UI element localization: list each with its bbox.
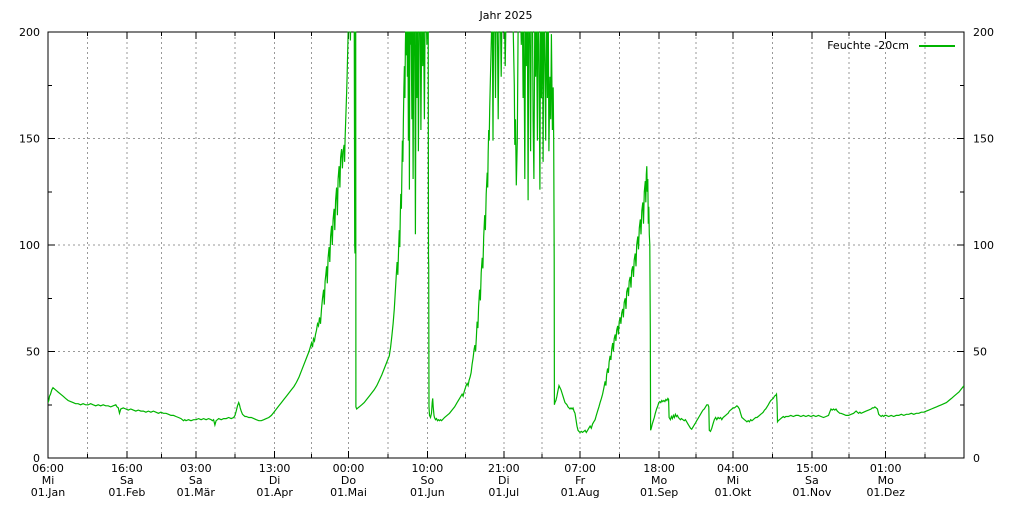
plot-border [47,31,965,459]
x-tick-label-date: 01.Jul [488,486,519,499]
x-tick-label-weekday: Mi [42,474,55,487]
x-tick-label-weekday: Sa [189,474,203,487]
x-tick-label-time: 03:00 [180,462,212,475]
gridlines [48,32,964,458]
x-tick-label-time: 06:00 [32,462,64,475]
x-tick-label-weekday: Di [269,474,281,487]
y-tick-label-left: 150 [19,133,40,146]
y-tick-label-left: 100 [19,239,40,252]
x-tick-label-time: 10:00 [412,462,444,475]
x-tick-label-date: 01.Jun [410,486,445,499]
x-tick-label-weekday: Sa [805,474,819,487]
x-tick-label-date: 01.Feb [108,486,145,499]
x-tick-label-weekday: Di [498,474,510,487]
x-tick-label-date: 01.Sep [640,486,678,499]
x-tick-label-time: 04:00 [717,462,749,475]
x-tick-label-time: 01:00 [870,462,902,475]
axis-ticks [47,31,964,459]
x-tick-label-weekday: Fr [575,474,586,487]
x-tick-label-weekday: Mo [878,474,894,487]
x-tick-label-date: 01.Dez [866,486,905,499]
x-tick-label-time: 15:00 [796,462,828,475]
legend-line-sample [919,44,955,47]
x-tick-label-time: 13:00 [259,462,291,475]
legend-label: Feuchte -20cm [827,39,909,52]
x-tick-label-weekday: Do [341,474,356,487]
x-tick-label-weekday: Mi [727,474,740,487]
legend: Feuchte -20cm [827,39,955,52]
x-tick-label-time: 07:00 [564,462,596,475]
x-tick-label-time: 16:00 [111,462,143,475]
x-tick-label-weekday: Sa [120,474,134,487]
y-tick-label-left: 0 [33,452,40,465]
x-tick-label-date: 01.Mär [177,486,216,499]
y-tick-label-right: 50 [973,346,987,359]
x-tick-label-weekday: Mo [651,474,667,487]
x-tick-label-date: 01.Nov [792,486,831,499]
chart-title: Jahr 2025 [479,9,533,22]
x-tick-label-date: 01.Aug [561,486,600,499]
x-tick-label-time: 21:00 [488,462,520,475]
x-tick-label-date: 01.Okt [714,486,752,499]
y-tick-label-right: 100 [973,239,994,252]
y-tick-label-right: 200 [973,26,994,39]
x-tick-label-weekday: So [421,474,435,487]
x-tick-label-date: 01.Jan [31,486,65,499]
y-tick-label-right: 0 [973,452,980,465]
y-tick-label-left: 50 [26,346,40,359]
x-tick-label-time: 00:00 [333,462,365,475]
y-tick-label-right: 150 [973,133,994,146]
x-tick-label-time: 18:00 [643,462,675,475]
x-tick-label-date: 01.Apr [256,486,293,499]
y-tick-label-left: 200 [19,26,40,39]
x-tick-label-date: 01.Mai [330,486,367,499]
data-series-line [48,31,964,434]
